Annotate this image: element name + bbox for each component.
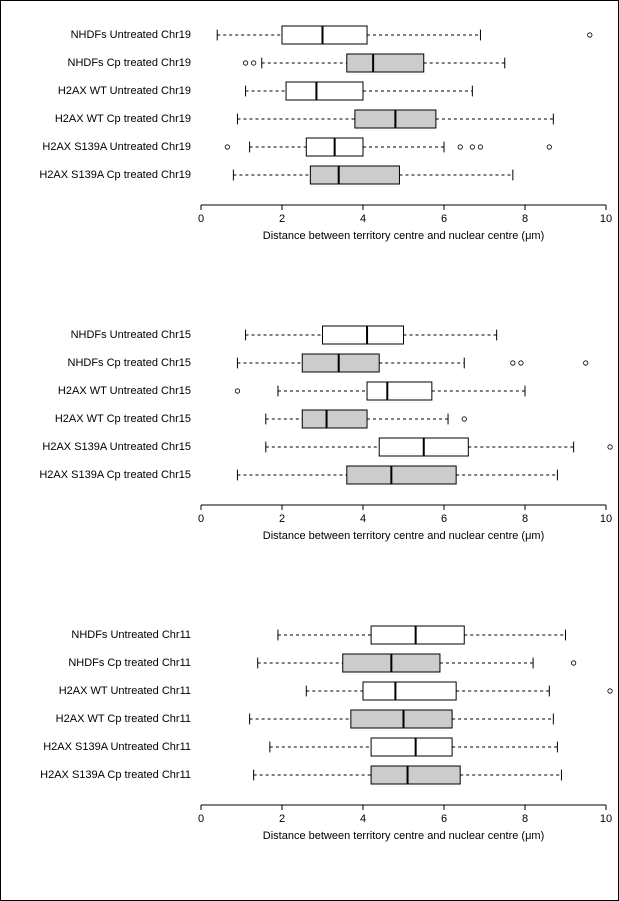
outlier-point bbox=[608, 689, 612, 693]
outlier-point bbox=[470, 145, 474, 149]
box bbox=[310, 166, 399, 184]
x-tick-label: 0 bbox=[198, 213, 204, 225]
category-label: H2AX WT Untreated Chr15 bbox=[58, 385, 191, 397]
outlier-point bbox=[608, 445, 612, 449]
category-label: H2AX S139A Cp treated Chr15 bbox=[39, 469, 191, 481]
x-tick-label: 8 bbox=[522, 813, 528, 825]
category-label: NHDFs Cp treated Chr15 bbox=[68, 357, 192, 369]
category-label: H2AX S139A Untreated Chr11 bbox=[43, 741, 191, 753]
x-tick-label: 4 bbox=[360, 213, 366, 225]
x-tick-label: 4 bbox=[360, 513, 366, 525]
box bbox=[367, 382, 432, 400]
category-label: H2AX S139A Cp treated Chr19 bbox=[39, 169, 191, 181]
box bbox=[302, 410, 367, 428]
boxplot-panel-chr11: NHDFs Untreated Chr11 NHDFs Cp treated Ch… bbox=[1, 609, 619, 884]
x-tick-label: 6 bbox=[441, 513, 447, 525]
box bbox=[347, 466, 456, 484]
category-label: NHDFs Untreated Chr15 bbox=[71, 329, 191, 341]
category-label: H2AX WT Untreated Chr19 bbox=[58, 85, 191, 97]
box bbox=[323, 326, 404, 344]
x-axis-label: Distance between territory centre and nu… bbox=[263, 830, 544, 842]
category-label: H2AX WT Cp treated Chr19 bbox=[55, 113, 191, 125]
outlier-point bbox=[458, 145, 462, 149]
box bbox=[347, 54, 424, 72]
box bbox=[286, 82, 363, 100]
x-tick-label: 6 bbox=[441, 213, 447, 225]
outlier-point bbox=[571, 661, 575, 665]
outlier-point bbox=[235, 389, 239, 393]
figure-container: NHDFs Untreated Chr19 NHDFs Cp treated Ch… bbox=[0, 0, 619, 901]
outlier-point bbox=[251, 61, 255, 65]
outlier-point bbox=[225, 145, 229, 149]
category-label: H2AX S139A Untreated Chr15 bbox=[42, 441, 191, 453]
box bbox=[282, 26, 367, 44]
outlier-point bbox=[547, 145, 551, 149]
category-label: NHDFs Untreated Chr11 bbox=[71, 629, 191, 641]
boxplot-panel-chr15: NHDFs Untreated Chr15 NHDFs Cp treated Ch… bbox=[1, 309, 619, 584]
x-axis-label: Distance between territory centre and nu… bbox=[263, 230, 544, 242]
category-label: H2AX WT Untreated Chr11 bbox=[59, 685, 191, 697]
outlier-point bbox=[478, 145, 482, 149]
box bbox=[371, 738, 452, 756]
outlier-point bbox=[588, 33, 592, 37]
box bbox=[371, 766, 460, 784]
x-tick-label: 10 bbox=[600, 813, 612, 825]
x-tick-label: 2 bbox=[279, 513, 285, 525]
x-tick-label: 10 bbox=[600, 513, 612, 525]
category-label: NHDFs Cp treated Chr19 bbox=[68, 57, 192, 69]
x-tick-label: 0 bbox=[198, 813, 204, 825]
box bbox=[351, 710, 452, 728]
x-tick-label: 2 bbox=[279, 813, 285, 825]
x-tick-label: 0 bbox=[198, 513, 204, 525]
outlier-point bbox=[519, 361, 523, 365]
x-axis-label: Distance between territory centre and nu… bbox=[263, 530, 544, 542]
outlier-point bbox=[511, 361, 515, 365]
category-label: H2AX S139A Untreated Chr19 bbox=[42, 141, 191, 153]
category-label: NHDFs Cp treated Chr11 bbox=[68, 657, 191, 669]
x-tick-label: 2 bbox=[279, 213, 285, 225]
x-tick-label: 4 bbox=[360, 813, 366, 825]
box bbox=[363, 682, 456, 700]
x-tick-label: 6 bbox=[441, 813, 447, 825]
category-label: H2AX WT Cp treated Chr15 bbox=[55, 413, 191, 425]
box bbox=[302, 354, 379, 372]
category-label: H2AX WT Cp treated Chr11 bbox=[56, 713, 191, 725]
category-label: H2AX S139A Cp treated Chr11 bbox=[40, 769, 191, 781]
category-label: NHDFs Untreated Chr19 bbox=[71, 29, 191, 41]
box bbox=[371, 626, 464, 644]
outlier-point bbox=[462, 417, 466, 421]
x-tick-label: 10 bbox=[600, 213, 612, 225]
outlier-point bbox=[243, 61, 247, 65]
outlier-point bbox=[584, 361, 588, 365]
boxplot-panel-chr19: NHDFs Untreated Chr19 NHDFs Cp treated Ch… bbox=[1, 9, 619, 284]
x-tick-label: 8 bbox=[522, 213, 528, 225]
x-tick-label: 8 bbox=[522, 513, 528, 525]
